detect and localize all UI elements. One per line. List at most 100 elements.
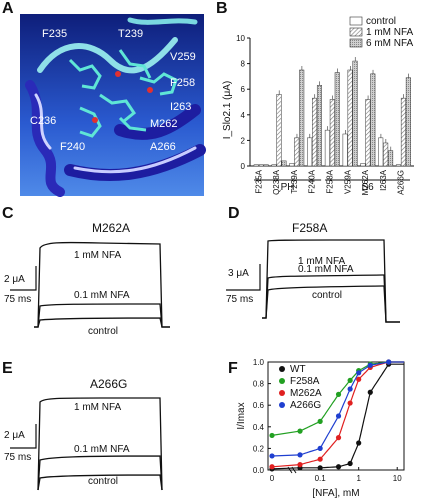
residue-f258: F258 xyxy=(170,77,195,89)
scalebar-e xyxy=(10,424,37,449)
x-tick-label: 0 xyxy=(270,474,275,483)
legend-marker-F258A xyxy=(279,378,285,384)
residue-v259: V259 xyxy=(170,51,196,63)
scalebar-c xyxy=(10,266,37,291)
residue-a266: A266 xyxy=(150,141,176,153)
residue-f240: F240 xyxy=(60,141,85,153)
y-tick-label: 4 xyxy=(241,111,246,120)
trace-title-c: M262A xyxy=(92,221,130,235)
y-axis-title: I_Slo2.1 (μA) xyxy=(222,81,233,140)
trace-c-label-low: control xyxy=(88,326,118,337)
point-A266G xyxy=(347,386,353,392)
scalebar-d xyxy=(226,264,261,291)
legend-marker-A266G xyxy=(279,402,285,408)
trace-d-high xyxy=(262,239,400,323)
panel-label-e: E xyxy=(2,360,13,377)
point-WT xyxy=(367,389,373,395)
y-tick-label: 2 xyxy=(241,136,246,145)
y-tick-label: 10 xyxy=(236,34,245,43)
y-tick-label: 0.8 xyxy=(253,380,265,389)
residue-t239: T239 xyxy=(118,28,143,40)
trace-e-high xyxy=(37,397,163,491)
fit-curve-WT xyxy=(271,363,404,470)
trace-d-label-low: control xyxy=(312,290,342,301)
y-tick-label: 0.2 xyxy=(253,444,265,453)
point-WT xyxy=(347,460,353,467)
panel-label-f: F xyxy=(228,360,238,377)
legend-entry: 1 mM NFA xyxy=(366,27,414,38)
legend-entry: A266G xyxy=(290,400,321,411)
legend-marker-M262A xyxy=(279,390,285,396)
point-WT xyxy=(317,465,323,471)
legend-entry: control xyxy=(366,16,396,27)
bar-T239A-0 xyxy=(289,163,295,167)
point-M262A xyxy=(317,456,323,462)
x-tick-label: A266G xyxy=(397,170,406,195)
x-tick-label: V259A xyxy=(343,169,352,194)
point-F258A xyxy=(297,428,303,434)
point-M262A xyxy=(356,376,362,382)
trace-d-label-high: 1 mM NFA xyxy=(298,256,346,267)
x-tick-label: 10 xyxy=(393,474,402,483)
y-tick-label: 1.0 xyxy=(253,358,265,367)
x-tick-label: F240A xyxy=(308,169,317,193)
trace-panel-e: A266G 1 mM NFA 0.1 mM NFA control 2 μA 7… xyxy=(4,377,163,491)
x-tick-label: Q238A xyxy=(272,169,281,195)
scalebar-d-x: 75 ms xyxy=(226,294,253,305)
legend-swatch xyxy=(349,16,363,26)
point-F258A xyxy=(347,377,353,383)
trace-c-label-mid: 0.1 mM NFA xyxy=(74,290,130,301)
y-tick-label: 8 xyxy=(241,60,246,69)
legend-swatch xyxy=(349,38,363,48)
point-M262A xyxy=(335,435,342,441)
bar-F235A-1 xyxy=(258,164,264,167)
residue-f235: F235 xyxy=(42,28,67,40)
trace-e-low xyxy=(37,474,163,491)
y-tick-label: 0.6 xyxy=(253,401,265,410)
point-WT xyxy=(335,464,342,470)
x-tick-label: 1 xyxy=(356,474,361,483)
trace-e-label-mid: 0.1 mM NFA xyxy=(74,444,130,455)
panel-label-a: A xyxy=(2,0,14,17)
residue-m262: M262 xyxy=(150,118,178,130)
y-tick-label: 6 xyxy=(241,85,246,94)
bar-M262A-0 xyxy=(360,163,366,167)
trace-e-mid xyxy=(37,455,163,491)
trace-panel-c: M262A 1 mM NFA 0.1 mM NFA control 2 μA 7… xyxy=(4,221,170,337)
point-F258A xyxy=(317,418,323,424)
bar-A266G-0 xyxy=(395,164,402,167)
trace-d-label-mid: 0.1 mM NFA xyxy=(298,264,354,275)
point-A266G xyxy=(367,362,373,368)
point-M262A xyxy=(347,400,353,406)
scalebar-d-y: 3 μA xyxy=(228,268,249,279)
trace-c-mid xyxy=(34,303,170,328)
trace-title-e: A266G xyxy=(90,377,127,391)
point-M262A xyxy=(297,462,303,468)
y-tick-label: 0.0 xyxy=(253,466,265,475)
trace-c-label-high: 1 mM NFA xyxy=(74,250,122,261)
legend-marker-WT xyxy=(279,366,285,372)
y-axis-title: I/Imax xyxy=(236,402,247,429)
point-F258A-zero xyxy=(269,432,275,439)
point-WT xyxy=(356,440,362,446)
legend-entry: M262A xyxy=(290,388,322,399)
y-tick-label: 0 xyxy=(241,162,246,171)
trace-d-low xyxy=(262,285,400,323)
panel-label-b: B xyxy=(216,0,228,17)
scalebar-c-y: 2 μA xyxy=(4,274,25,285)
scalebar-c-x: 75 ms xyxy=(4,294,31,305)
trace-d-mid xyxy=(262,274,400,323)
panel-label-d: D xyxy=(228,205,240,222)
trace-e-label-low: control xyxy=(88,476,118,487)
point-A266G-zero xyxy=(269,453,275,459)
trace-e-label-high: 1 mM NFA xyxy=(74,402,122,413)
plot-frame xyxy=(267,361,405,471)
residue-c236: C236 xyxy=(30,115,56,127)
point-A266G xyxy=(356,370,362,376)
trace-c-high xyxy=(34,241,170,328)
group-label: PH xyxy=(281,182,295,193)
point-A266G xyxy=(386,359,392,365)
scalebar-e-x: 75 ms xyxy=(4,452,31,463)
